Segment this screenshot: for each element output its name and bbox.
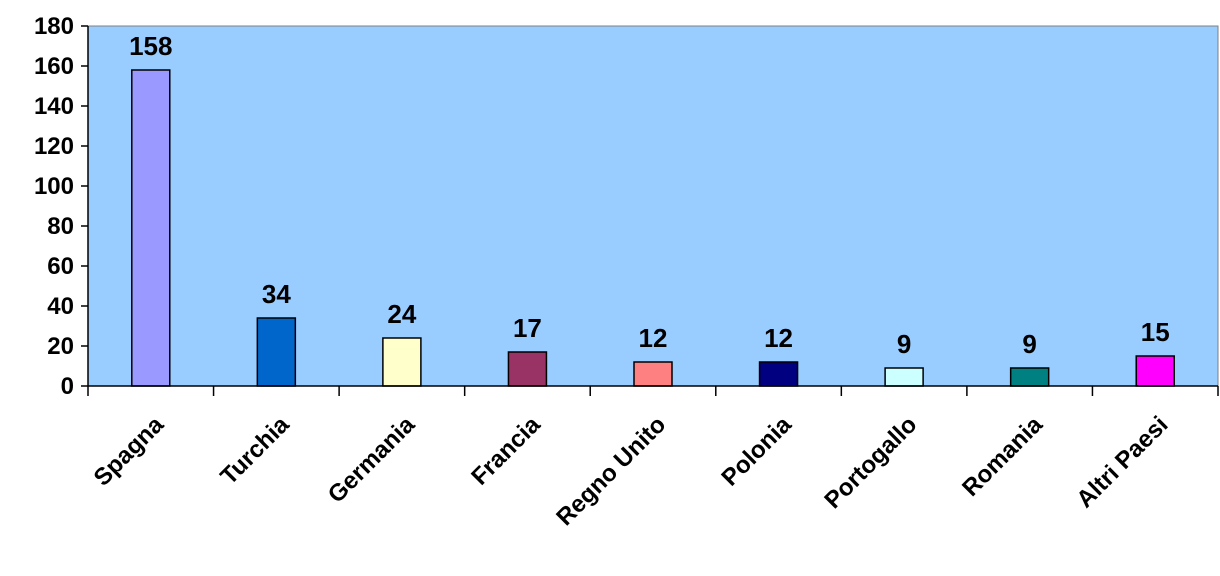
- bar: [1009, 367, 1050, 387]
- data-labels-group: 158 34 24 17 12 12 9 9 15: [129, 31, 1170, 359]
- y-tick-label: 140: [34, 93, 74, 120]
- x-tick-label: Romania: [957, 411, 1048, 502]
- data-label: 9: [1022, 329, 1036, 359]
- y-tick-label: 180: [34, 13, 74, 40]
- data-label: 24: [387, 299, 416, 329]
- y-tick-label: 0: [61, 373, 74, 400]
- y-tick-label: 120: [34, 133, 74, 160]
- data-label: 17: [513, 313, 542, 343]
- data-label: 9: [897, 329, 911, 359]
- y-tick-label: 20: [47, 333, 74, 360]
- data-label: 15: [1141, 317, 1170, 347]
- data-label: 12: [764, 323, 793, 353]
- y-tick-label: 40: [47, 293, 74, 320]
- x-tick-label: Polonia: [716, 411, 797, 492]
- bar: [507, 351, 548, 387]
- x-axis-ticks: [87, 386, 1219, 396]
- bar: [633, 361, 673, 387]
- y-tick-label: 60: [47, 253, 74, 280]
- bars-group: [131, 69, 1175, 387]
- bar: [256, 317, 297, 387]
- x-tick-label: Spagna: [89, 411, 170, 492]
- data-label: 34: [262, 279, 291, 309]
- x-tick-label: Regno Unito: [551, 411, 671, 531]
- bar: [1135, 355, 1175, 387]
- y-tick-label: 100: [34, 173, 74, 200]
- x-tick-label: Turchia: [215, 411, 295, 491]
- x-tick-label: Portogallo: [819, 411, 922, 514]
- y-tick-label: 80: [47, 213, 74, 240]
- bar: [758, 361, 799, 387]
- y-axis-ticks: 0 20 40 60 80 100 120 140 160 180: [34, 13, 88, 400]
- bar: [884, 367, 924, 387]
- x-tick-label: Altri Paesi: [1071, 411, 1173, 513]
- data-label: 158: [129, 31, 172, 61]
- data-label: 12: [639, 323, 668, 353]
- bar: [131, 69, 171, 387]
- x-tick-label: Francia: [466, 411, 546, 491]
- x-axis-labels: Spagna Turchia Germania Francia Regno Unito P…: [89, 411, 1174, 531]
- y-tick-label: 160: [34, 53, 74, 80]
- bar: [382, 337, 422, 387]
- x-tick-label: Germania: [323, 411, 421, 509]
